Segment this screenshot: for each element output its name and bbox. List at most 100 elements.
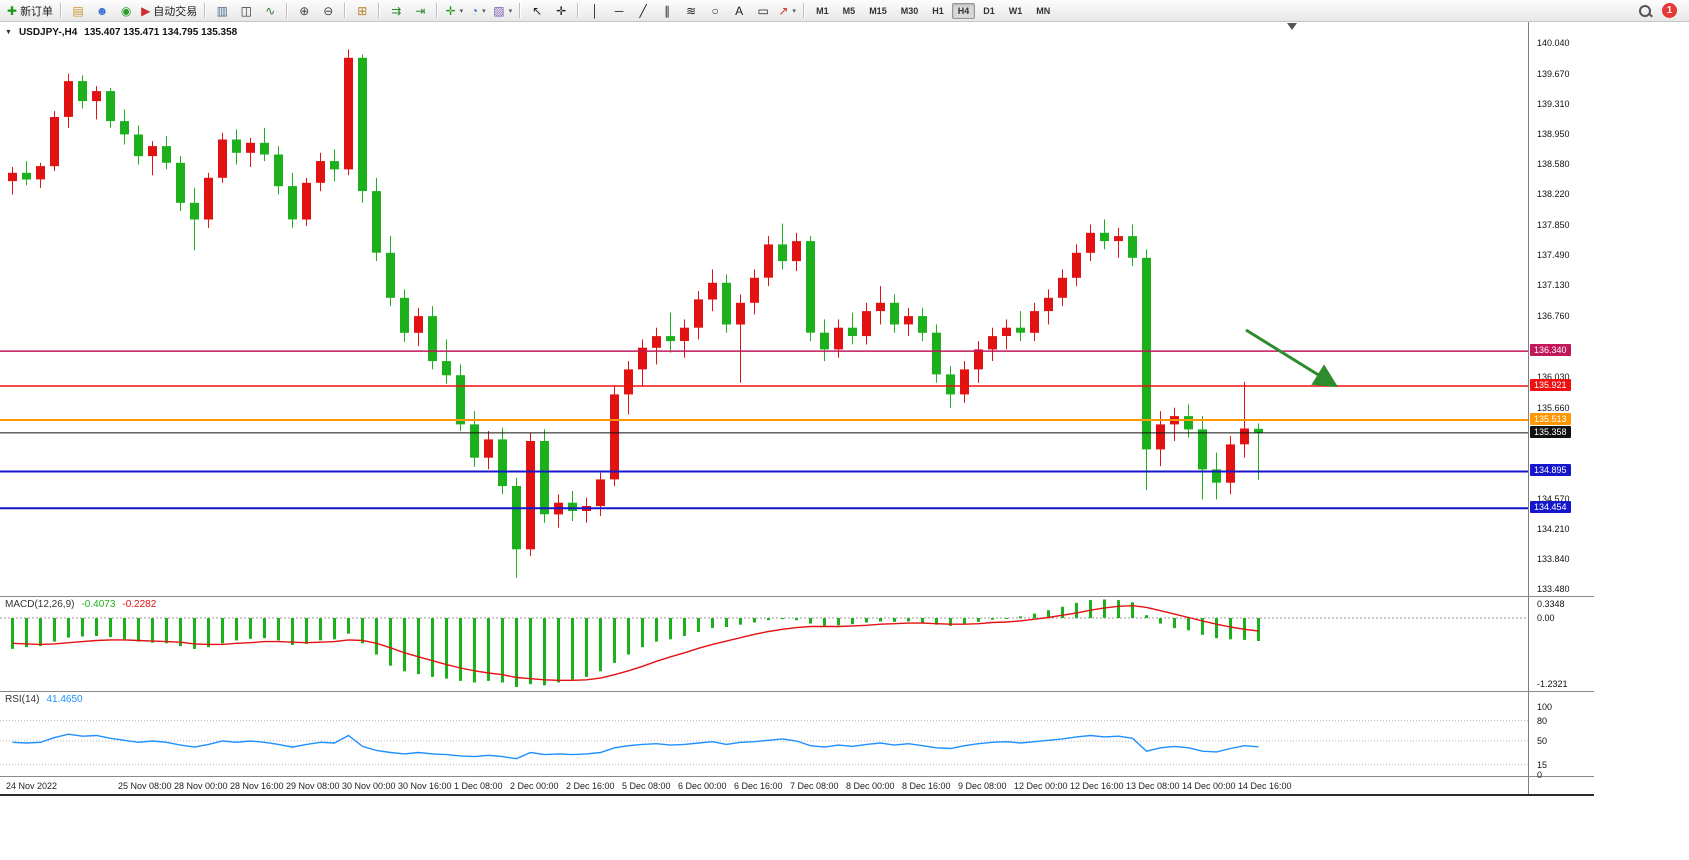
trendline-button[interactable]: ╱: [631, 2, 655, 20]
arrows-dropdown-arrow[interactable]: ▾: [792, 7, 796, 15]
toolbar-separator: [577, 3, 580, 18]
chart-menu-icon[interactable]: ▼: [5, 29, 12, 36]
auto-trading-icon: ▶: [141, 3, 151, 18]
macd-separator[interactable]: [0, 596, 1594, 597]
time-axis[interactable]: 24 Nov 2022 25 Nov 08:00 28 Nov 00:00 28 No…: [0, 776, 1594, 795]
periods-button[interactable]: ◔ ▾: [466, 2, 490, 20]
toolbar-separator: [344, 3, 347, 18]
profile-button[interactable]: ☻: [90, 2, 114, 20]
crosshair-button[interactable]: ✛: [549, 2, 573, 20]
macd-axis-zero: 0.00: [1537, 613, 1555, 624]
chart-window: ▼ USDJPY-,H4 135.407 135.471 134.795 135…: [0, 22, 1689, 860]
toolbar-separator: [286, 3, 289, 18]
market-watch-button[interactable]: ◉: [114, 2, 138, 20]
time-label: 13 Dec 08:00: [1126, 781, 1180, 791]
tile-windows-button[interactable]: ⊞: [350, 2, 374, 20]
price-tick: 135.660: [1537, 402, 1570, 413]
macd-signal-value: -0.2282: [122, 599, 157, 610]
price-badge-134.895: 134.895: [1530, 464, 1571, 477]
new-order-label: 新订单: [20, 5, 54, 18]
price-badge-135.358: 135.358: [1530, 425, 1571, 438]
crosshair-icon: ✛: [556, 3, 567, 18]
rsi-label: RSI(14): [5, 694, 40, 705]
toolbar-separator: [204, 3, 207, 18]
time-label: 30 Nov 00:00: [342, 781, 396, 791]
macd-panel[interactable]: [0, 597, 1528, 691]
text-label-icon: ▭: [757, 3, 769, 18]
timeframe-m30-button[interactable]: M30: [900, 5, 919, 16]
time-label: 2 Dec 16:00: [566, 781, 615, 791]
candlestick-chart-icon: ◫: [240, 3, 252, 18]
timeframe-h1-button[interactable]: H1: [932, 5, 944, 16]
ellipse-button[interactable]: ○: [703, 2, 727, 20]
horizontal-line-icon: ─: [614, 3, 624, 18]
bar-chart-button[interactable]: ▥: [210, 2, 234, 20]
vertical-line-button[interactable]: │: [583, 2, 607, 20]
zoom-out-icon: ⊖: [323, 3, 334, 18]
templates-dropdown-arrow[interactable]: ▾: [508, 7, 513, 15]
zoom-out-button[interactable]: ⊖: [316, 2, 340, 20]
periods-dropdown-arrow[interactable]: ▾: [482, 7, 486, 15]
time-label: 9 Dec 08:00: [958, 781, 1007, 791]
rsi-panel[interactable]: [0, 692, 1528, 776]
indicators-button[interactable]: ✛ ▾: [442, 2, 466, 20]
price-tick: 133.480: [1537, 584, 1570, 595]
horizontal-line-button[interactable]: ─: [607, 2, 631, 20]
templates-icon: ▨: [493, 3, 505, 18]
timeframe-d1-button[interactable]: D1: [983, 5, 995, 16]
rsi-separator[interactable]: [0, 691, 1594, 692]
fibonacci-button[interactable]: ≋: [679, 2, 703, 20]
candles: [8, 49, 1263, 578]
price-badge-136.340: 136.340: [1530, 344, 1571, 357]
timeframe-w1-button[interactable]: W1: [1008, 5, 1023, 16]
text-label-button[interactable]: ▭: [751, 2, 775, 20]
indicators-dropdown-arrow[interactable]: ▾: [459, 7, 464, 15]
charts-list-button[interactable]: ▤: [66, 2, 90, 20]
line-chart-button[interactable]: ∿: [258, 2, 282, 20]
candlestick-chart-button[interactable]: ◫: [234, 2, 258, 20]
time-label: 25 Nov 08:00: [118, 781, 172, 791]
search-icon[interactable]: [1638, 4, 1653, 18]
new-order-button[interactable]: ✚ 新订单: [4, 2, 56, 20]
timeframe-h4-button[interactable]: H4: [951, 2, 976, 19]
price-chart[interactable]: [0, 22, 1528, 596]
arrows-button[interactable]: ↗ ▾: [775, 2, 799, 20]
channel-button[interactable]: ∥: [655, 2, 679, 20]
rsi-header: RSI(14) 41.4650: [5, 694, 83, 705]
profile-icon: ☻: [95, 3, 109, 18]
chart-ohlc: 135.407 135.471 134.795 135.358: [84, 27, 238, 38]
notification-badge[interactable]: 1: [1662, 3, 1677, 18]
timeframe-m1-button[interactable]: M1: [816, 5, 829, 16]
chart-symbol-period: USDJPY-,H4: [18, 27, 78, 38]
vertical-line-icon: │: [591, 3, 599, 18]
channel-icon: ∥: [664, 3, 671, 18]
rsi-axis-0: 0: [1537, 769, 1543, 780]
timeframe-mn-button[interactable]: MN: [1036, 5, 1051, 16]
toolbar-separator: [519, 3, 522, 18]
timeframe-m15-button[interactable]: M15: [869, 5, 887, 16]
templates-button[interactable]: ▨ ▾: [490, 2, 515, 20]
price-tick: 136.030: [1537, 371, 1570, 382]
price-badge-135.513: 135.513: [1530, 412, 1571, 425]
time-label: 1 Dec 08:00: [454, 781, 503, 791]
chart-shift-button[interactable]: ⇥: [408, 2, 432, 20]
rsi-line: [12, 733, 1259, 760]
time-label: 14 Dec 16:00: [1238, 781, 1292, 791]
toolbar-separator: [60, 3, 63, 18]
price-axis[interactable]: 140.040 139.670 139.310 138.950 138.580 138.2…: [1528, 22, 1595, 794]
search-lens: [1639, 4, 1651, 17]
cursor-button[interactable]: ↖: [525, 2, 549, 20]
chart-shift-marker[interactable]: [1287, 23, 1297, 30]
timeframe-m5-button[interactable]: M5: [842, 5, 856, 16]
zoom-in-button[interactable]: ⊕: [292, 2, 316, 20]
auto-scroll-button[interactable]: ⇉: [384, 2, 408, 20]
auto-scroll-icon: ⇉: [391, 3, 402, 18]
ellipse-icon: ○: [711, 3, 719, 18]
macd-label: MACD(12,26,9): [5, 599, 75, 610]
new-order-icon: ✚: [7, 3, 18, 18]
auto-trading-button[interactable]: ▶ 自动交易: [138, 2, 200, 20]
trendline-icon: ╱: [639, 3, 647, 18]
arrow-annotation[interactable]: [1245, 328, 1339, 388]
text-button[interactable]: A: [727, 2, 751, 20]
